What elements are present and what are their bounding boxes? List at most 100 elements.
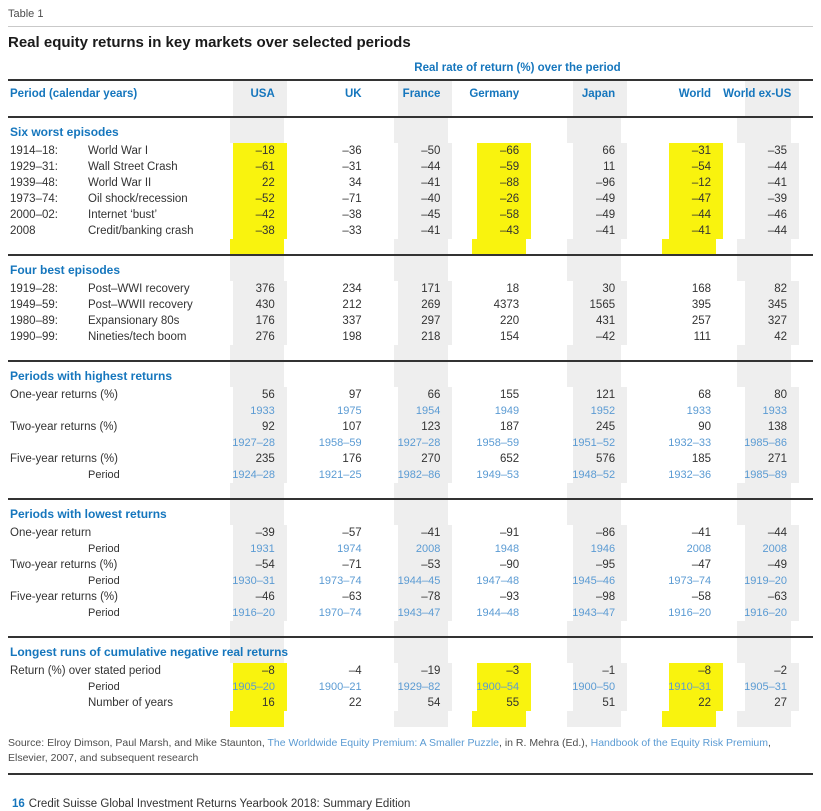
value-cell: 1929–82 bbox=[373, 679, 453, 695]
row-label: Period bbox=[88, 543, 120, 555]
value-cell: 345 bbox=[723, 297, 813, 313]
value-cell: –40 bbox=[373, 191, 453, 207]
value-cell: 271 bbox=[723, 451, 813, 467]
value-cell: 97 bbox=[348, 389, 362, 401]
value-cell: 22 bbox=[627, 695, 724, 711]
value-cell: –47 bbox=[627, 191, 724, 207]
table-row: 1939–48: World War II 22 34 –41 –88 –96 –12 –41 bbox=[8, 175, 813, 191]
value-cell: –42 bbox=[531, 329, 628, 345]
row-label: 1929–31: Wall Street Crash bbox=[8, 159, 232, 175]
value-cell: 1943–47 bbox=[531, 605, 628, 621]
value-cell: –49 bbox=[531, 191, 628, 207]
value-cell: 1932–36 bbox=[668, 469, 712, 481]
source-link-handbook[interactable]: Handbook of the Equity Risk Premium bbox=[590, 737, 769, 749]
value-cell: 1900–50 bbox=[531, 679, 628, 695]
row-description: World War II bbox=[88, 177, 152, 189]
value-cell: 1565 bbox=[531, 297, 628, 313]
row-label: 1919–28: Post–WWI recovery bbox=[8, 281, 232, 297]
value-cell: 2008 bbox=[686, 543, 712, 555]
source-link-worldwide-equity-premium[interactable]: The Worldwide Equity Premium: A Smaller … bbox=[267, 737, 499, 749]
table-label: Table 1 bbox=[8, 8, 44, 20]
section-spacer bbox=[8, 345, 813, 361]
value-cell: –36 bbox=[342, 145, 362, 157]
table-row: 1919–28: Post–WWI recovery 376 234 171 18 30 16… bbox=[8, 281, 813, 297]
row-label: Return (%) over stated period bbox=[10, 665, 161, 677]
value-cell: 1944–48 bbox=[476, 607, 520, 619]
value-cell: –41 bbox=[691, 527, 712, 539]
value-cell: –88 bbox=[452, 175, 532, 191]
row-description: Internet ‘bust’ bbox=[88, 209, 158, 221]
value-cell: –58 bbox=[691, 591, 712, 603]
value-cell: –8 bbox=[627, 663, 724, 679]
value-cell: –12 bbox=[627, 175, 724, 191]
row-period-range: 1939–48: bbox=[10, 177, 58, 189]
table-row: 1990–99: Nineties/tech boom 276 198 218 154 –4… bbox=[8, 329, 813, 345]
section-title: Six worst episodes bbox=[8, 117, 813, 143]
col-header-germany: Germany bbox=[452, 79, 532, 118]
value-cell: 1900–21 bbox=[318, 681, 362, 693]
value-cell: 376 bbox=[232, 281, 287, 297]
value-cell: –63 bbox=[342, 591, 362, 603]
table-row: 1949–59: Post–WWII recovery 430 212 269 4373 1… bbox=[8, 297, 813, 313]
table-row: One-year returns (%) 56 97 66 155 121 68 80 bbox=[8, 387, 813, 403]
value-cell: 171 bbox=[373, 281, 453, 297]
value-cell: –39 bbox=[723, 191, 813, 207]
row-label: Period bbox=[88, 469, 120, 481]
value-cell: –4 bbox=[348, 665, 362, 677]
section-spacer bbox=[8, 483, 813, 499]
value-cell: –2 bbox=[723, 663, 813, 679]
value-cell: –38 bbox=[232, 223, 287, 239]
value-cell: –44 bbox=[373, 159, 453, 175]
value-cell: –50 bbox=[373, 143, 453, 159]
row-period-range: 2000–02: bbox=[10, 209, 58, 221]
value-cell: 168 bbox=[691, 283, 712, 295]
section-title: Periods with highest returns bbox=[8, 360, 813, 387]
value-cell: 22 bbox=[232, 175, 287, 191]
row-description: World War I bbox=[88, 145, 149, 157]
value-cell: –1 bbox=[531, 663, 628, 679]
value-cell: –61 bbox=[232, 159, 287, 175]
row-label: Period bbox=[88, 681, 120, 693]
table-row: 1927–28 1958–59 1927–28 1958–59 1951–52 1932–… bbox=[8, 435, 813, 451]
value-cell: –49 bbox=[531, 207, 628, 223]
section-spacer-row bbox=[8, 345, 813, 361]
col-header-world: World bbox=[627, 79, 724, 118]
table-row: Five-year returns (%) 235 176 270 652 576 185 2… bbox=[8, 451, 813, 467]
value-cell: –53 bbox=[373, 557, 453, 573]
value-cell: 1944–45 bbox=[373, 573, 453, 589]
value-cell: –41 bbox=[373, 223, 453, 239]
value-cell: 1916–20 bbox=[668, 607, 712, 619]
value-cell: 4373 bbox=[493, 299, 520, 311]
table-row: Number of years 16 22 54 55 51 22 27 bbox=[8, 695, 813, 711]
value-cell: 1952 bbox=[531, 403, 628, 419]
page-title: Real equity returns in key markets over … bbox=[8, 34, 411, 51]
value-cell: 269 bbox=[373, 297, 453, 313]
row-period-range: 1990–99: bbox=[10, 331, 58, 343]
value-cell: –33 bbox=[342, 225, 362, 237]
section-title: Four best episodes bbox=[8, 254, 813, 281]
value-cell: –90 bbox=[499, 559, 520, 571]
value-cell: 1930–31 bbox=[232, 573, 287, 589]
value-cell: –41 bbox=[373, 175, 453, 191]
table-row: Period 1916–20 1970–74 1943–47 1944–48 1943–4… bbox=[8, 605, 813, 621]
table-row: Return (%) over stated period –8 –4 –19 –3 –1… bbox=[8, 663, 813, 679]
row-label: 2008 Credit/banking crash bbox=[8, 223, 232, 239]
row-period-range: 1949–59: bbox=[10, 299, 58, 311]
row-description: Post–WWII recovery bbox=[88, 299, 193, 311]
value-cell: 430 bbox=[232, 297, 287, 313]
table-row: 1933 1975 1954 1949 1952 1933 1933 bbox=[8, 403, 813, 419]
value-cell: –71 bbox=[342, 193, 362, 205]
value-cell: –71 bbox=[342, 559, 362, 571]
value-cell: 1958–59 bbox=[318, 437, 362, 449]
column-header-row: Period (calendar years) USA UK France Ge… bbox=[8, 79, 813, 118]
row-label bbox=[8, 403, 232, 419]
col-header-france: France bbox=[373, 79, 453, 118]
section-spacer-row bbox=[8, 711, 813, 727]
value-cell: –41 bbox=[723, 175, 813, 191]
value-cell: 1900–54 bbox=[452, 679, 532, 695]
value-cell: 1975 bbox=[337, 405, 362, 417]
value-cell: 154 bbox=[499, 331, 520, 343]
section-spacer-row bbox=[8, 239, 813, 255]
value-cell: –63 bbox=[723, 589, 813, 605]
